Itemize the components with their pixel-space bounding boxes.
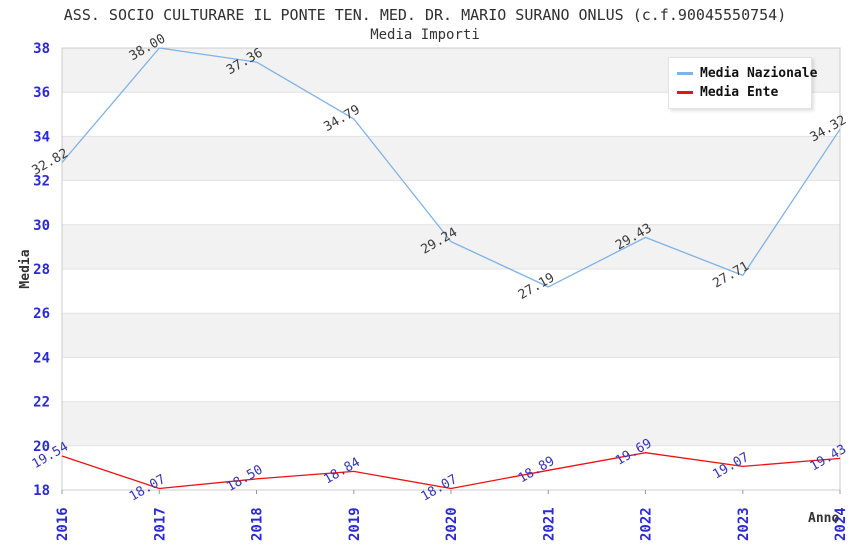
svg-text:36: 36 bbox=[33, 85, 50, 101]
svg-text:2016: 2016 bbox=[55, 507, 71, 541]
legend-item-media-ente: Media Ente bbox=[677, 83, 803, 102]
svg-text:24: 24 bbox=[33, 350, 50, 366]
legend-item-media-nazionale: Media Nazionale bbox=[677, 64, 817, 83]
svg-text:18: 18 bbox=[33, 483, 50, 499]
svg-text:22: 22 bbox=[33, 395, 50, 411]
media-nazionale-line-swatch bbox=[677, 72, 693, 75]
svg-text:26: 26 bbox=[33, 306, 50, 322]
svg-text:2019: 2019 bbox=[347, 507, 363, 541]
chart-subtitle: Media Importi bbox=[370, 27, 480, 43]
svg-text:2018: 2018 bbox=[250, 507, 266, 541]
legend: Media Nazionale Media Ente bbox=[668, 57, 817, 109]
svg-text:2021: 2021 bbox=[541, 507, 557, 541]
x-axis-title: Anno bbox=[808, 511, 840, 526]
legend-label: Media Ente bbox=[700, 85, 779, 100]
svg-text:2017: 2017 bbox=[152, 507, 168, 541]
svg-text:34: 34 bbox=[33, 129, 50, 145]
svg-text:30: 30 bbox=[33, 218, 50, 234]
svg-text:2024: 2024 bbox=[833, 507, 849, 541]
svg-text:28: 28 bbox=[33, 262, 50, 278]
svg-text:2020: 2020 bbox=[444, 507, 460, 541]
svg-text:32: 32 bbox=[33, 174, 50, 190]
svg-text:20: 20 bbox=[33, 439, 50, 455]
page-title: ASS. SOCIO CULTURARE IL PONTE TEN. MED. … bbox=[63, 6, 787, 24]
svg-text:2022: 2022 bbox=[639, 507, 655, 541]
svg-text:2023: 2023 bbox=[736, 507, 752, 541]
svg-text:38: 38 bbox=[33, 41, 50, 57]
y-axis-title: Media bbox=[18, 249, 33, 289]
media-ente-line-swatch bbox=[677, 91, 693, 94]
legend-label: Media Nazionale bbox=[700, 66, 818, 81]
